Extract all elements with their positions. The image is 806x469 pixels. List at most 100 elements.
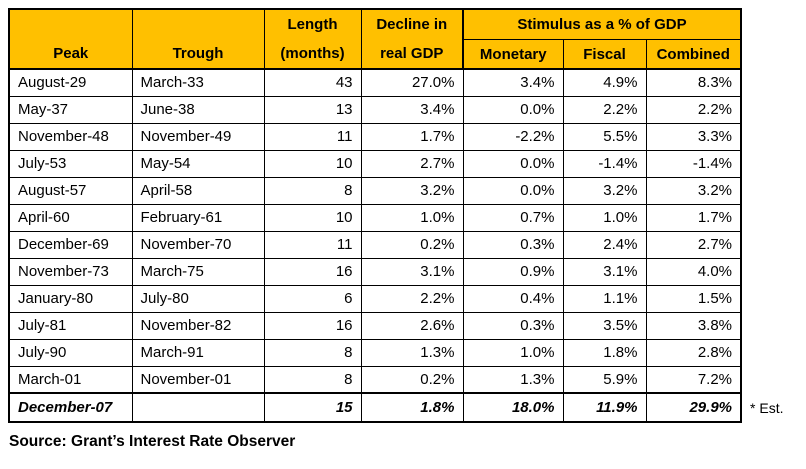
header-length-line2: (months): [280, 45, 345, 62]
cell-fiscal: 4.9%: [562, 68, 647, 97]
cell-combined: 3.3%: [645, 122, 742, 151]
cell-decline: 3.2%: [360, 176, 464, 205]
cell-fiscal: 5.5%: [562, 122, 647, 151]
cell-fiscal: 1.1%: [562, 284, 647, 313]
cell-peak: August-57: [8, 176, 133, 205]
cell-peak: July-81: [8, 311, 133, 340]
header-peak: Peak: [8, 8, 133, 70]
header-trough-label: Trough: [172, 45, 224, 62]
cell-trough: November-01: [131, 365, 265, 394]
cell-length: 8: [263, 365, 362, 394]
header-peak-label: Peak: [53, 45, 89, 62]
cell-combined: 8.3%: [645, 68, 742, 97]
cell-monetary: 0.9%: [462, 257, 564, 286]
table-footer: December-07 15 1.8% 18.0% 11.9% 29.9%: [8, 392, 742, 423]
cell-peak: April-60: [8, 203, 133, 232]
total-length: 15: [263, 392, 362, 423]
cell-peak: August-29: [8, 68, 133, 97]
header-decline-line1: Decline in: [376, 16, 448, 33]
cell-decline: 2.6%: [360, 311, 464, 340]
cell-decline: 0.2%: [360, 365, 464, 394]
cell-decline: 1.7%: [360, 122, 464, 151]
cell-fiscal: 2.2%: [562, 95, 647, 124]
cell-decline: 1.3%: [360, 338, 464, 367]
cell-trough: April-58: [131, 176, 265, 205]
total-fiscal: 11.9%: [562, 392, 647, 423]
cell-trough: May-54: [131, 149, 265, 178]
cell-trough: June-38: [131, 95, 265, 124]
table-body: August-29 March-33 43 27.0% 3.4% 4.9% 8.…: [8, 68, 742, 394]
cell-monetary: 0.0%: [462, 149, 564, 178]
total-row: December-07 15 1.8% 18.0% 11.9% 29.9%: [8, 392, 742, 423]
table-row: August-57 April-58 8 3.2% 0.0% 3.2% 3.2%: [8, 176, 742, 205]
total-decline: 1.8%: [360, 392, 464, 423]
cell-trough: March-33: [131, 68, 265, 97]
cell-peak: July-53: [8, 149, 133, 178]
cell-length: 10: [263, 149, 362, 178]
cell-decline: 0.2%: [360, 230, 464, 259]
cell-trough: March-75: [131, 257, 265, 286]
total-combined: 29.9%: [645, 392, 742, 423]
cell-peak: May-37: [8, 95, 133, 124]
cell-decline: 2.2%: [360, 284, 464, 313]
cell-length: 8: [263, 338, 362, 367]
total-peak: December-07: [8, 392, 133, 423]
cell-fiscal: -1.4%: [562, 149, 647, 178]
cell-trough: July-80: [131, 284, 265, 313]
total-monetary: 18.0%: [462, 392, 564, 423]
page: Peak Trough Length (months) Decline in r…: [8, 8, 783, 450]
table-row: April-60 February-61 10 1.0% 0.7% 1.0% 1…: [8, 203, 742, 232]
cell-length: 16: [263, 257, 362, 286]
cell-length: 10: [263, 203, 362, 232]
cell-fiscal: 3.2%: [562, 176, 647, 205]
cell-trough: November-49: [131, 122, 265, 151]
cell-length: 16: [263, 311, 362, 340]
cell-monetary: 1.0%: [462, 338, 564, 367]
cell-decline: 27.0%: [360, 68, 464, 97]
cell-monetary: 0.3%: [462, 230, 564, 259]
cell-monetary: 3.4%: [462, 68, 564, 97]
cell-combined: -1.4%: [645, 149, 742, 178]
cell-monetary: 0.0%: [462, 176, 564, 205]
cell-trough: March-91: [131, 338, 265, 367]
cell-fiscal: 3.1%: [562, 257, 647, 286]
source-line: Source: Grant’s Interest Rate Observer: [9, 433, 296, 450]
table-container: Peak Trough Length (months) Decline in r…: [8, 8, 783, 423]
cell-peak: January-80: [8, 284, 133, 313]
cell-length: 8: [263, 176, 362, 205]
header-decline-line2: real GDP: [380, 45, 444, 62]
cell-monetary: 1.3%: [462, 365, 564, 394]
header-stimulus-group: Stimulus as a % of GDP: [461, 8, 742, 40]
cell-decline: 2.7%: [360, 149, 464, 178]
cell-fiscal: 3.5%: [562, 311, 647, 340]
cell-fiscal: 5.9%: [562, 365, 647, 394]
cell-combined: 1.7%: [645, 203, 742, 232]
header-length-line1: Length: [287, 16, 338, 33]
cell-combined: 2.2%: [645, 95, 742, 124]
table-row: May-37 June-38 13 3.4% 0.0% 2.2% 2.2%: [8, 95, 742, 124]
cell-fiscal: 1.0%: [562, 203, 647, 232]
cell-combined: 4.0%: [645, 257, 742, 286]
cell-decline: 1.0%: [360, 203, 464, 232]
header-row-sub: Monetary Fiscal Combined: [9, 39, 742, 70]
cell-decline: 3.1%: [360, 257, 464, 286]
cell-trough: November-70: [131, 230, 265, 259]
table-row: December-69 November-70 11 0.2% 0.3% 2.4…: [8, 230, 742, 259]
cell-peak: March-01: [8, 365, 133, 394]
cell-peak: July-90: [8, 338, 133, 367]
header-fiscal: Fiscal: [562, 39, 647, 70]
table-row: August-29 March-33 43 27.0% 3.4% 4.9% 8.…: [8, 68, 742, 97]
est-note: * Est.: [750, 400, 784, 416]
cell-combined: 7.2%: [645, 365, 742, 394]
table-row: November-73 March-75 16 3.1% 0.9% 3.1% 4…: [8, 257, 742, 286]
cell-trough: November-82: [131, 311, 265, 340]
cell-trough: February-61: [131, 203, 265, 232]
cell-combined: 2.8%: [645, 338, 742, 367]
header-decline-gdp: Decline in real GDP: [360, 8, 464, 70]
cell-length: 6: [263, 284, 362, 313]
header-trough: Trough: [131, 8, 265, 70]
header-monetary: Monetary: [462, 39, 564, 70]
table-row: July-81 November-82 16 2.6% 0.3% 3.5% 3.…: [8, 311, 742, 340]
cell-combined: 3.8%: [645, 311, 742, 340]
cell-length: 11: [263, 122, 362, 151]
